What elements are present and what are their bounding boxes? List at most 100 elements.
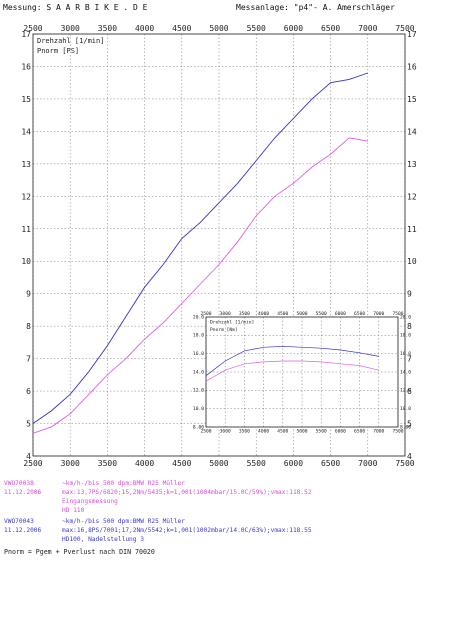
y-tick-label-right: 20.0 — [400, 314, 411, 320]
x-tick-label-bottom: 6000 — [284, 459, 303, 468]
x-tick-label-bottom: 5000 — [209, 459, 228, 468]
legend-entry: Drehzahl [1/min] — [210, 320, 254, 326]
x-tick-label-bottom: 5000 — [296, 429, 307, 435]
y-tick-label-left: 10 — [21, 257, 31, 266]
y-tick-label-right: 8.00 — [400, 424, 411, 430]
run1-code: VWO70038 — [4, 480, 34, 487]
x-tick-label-bottom: 4000 — [135, 459, 154, 468]
y-tick-label-right: 13 — [407, 160, 417, 169]
x-tick-label-bottom: 3000 — [61, 459, 80, 468]
y-tick-label-left: 20.0 — [193, 314, 204, 320]
y-tick-label-right: 14.0 — [400, 369, 411, 375]
header-left: Messung: S A A R B I K E . D E — [3, 3, 148, 12]
x-tick-label-bottom: 2500 — [200, 429, 211, 435]
x-tick-label-top: 4000 — [135, 24, 154, 33]
series-line — [32, 72, 368, 424]
legend-entry: Pnorm [Nm] — [210, 327, 238, 333]
footer-formula: Pnorm = Pgem + Pverlust nach DIN 70020 — [4, 548, 155, 556]
x-tick-label-top: 7000 — [373, 311, 384, 317]
y-tick-label-left: 10.0 — [193, 406, 204, 412]
x-tick-label-top: 2500 — [200, 311, 211, 317]
x-tick-label-bottom: 3500 — [239, 429, 250, 435]
x-tick-label-top: 5000 — [296, 311, 307, 317]
run1-desc: ~km/h-/bis 500 dpm:BMW R25 Müller — [62, 480, 185, 487]
x-tick-label-top: 4500 — [277, 311, 288, 317]
y-tick-label-left: 5 — [26, 420, 31, 429]
legend-entry: Drehzahl [1/min] — [37, 37, 104, 45]
y-tick-label-left: 16.0 — [193, 351, 204, 357]
x-tick-label-top: 6500 — [321, 24, 340, 33]
legend-entry: Pnorm [PS] — [37, 47, 79, 55]
y-tick-label-left: 13 — [21, 160, 31, 169]
y-tick-label-left: 12 — [21, 192, 31, 201]
dyno-chart: 2500 2500 3000 3000 3500 3500 4000 4000 4500 4500… — [21, 24, 417, 468]
x-tick-label-top: 7500 — [395, 24, 414, 33]
x-tick-label-top: 3000 — [220, 311, 231, 317]
y-tick-label-left: 15 — [21, 95, 31, 104]
y-tick-label-left: 14 — [21, 127, 31, 136]
y-tick-label-right: 12.0 — [400, 388, 411, 394]
y-tick-label-right: 7 — [407, 355, 412, 364]
y-tick-label-right: 12 — [407, 192, 417, 201]
y-tick-label-left: 18.0 — [193, 333, 204, 339]
run2-date: 11.12.2006 — [4, 527, 42, 534]
y-tick-label-right: 14 — [407, 127, 417, 136]
y-tick-label-left: 11 — [21, 225, 31, 234]
plot-frame — [32, 33, 406, 457]
y-tick-label-left: 7 — [26, 355, 31, 364]
x-tick-label-top: 3500 — [98, 24, 117, 33]
y-tick-label-right: 16 — [407, 62, 417, 71]
y-tick-label-right: 10.0 — [400, 406, 411, 412]
run2-max: max:16,8PS/7001;17,2Nm/5542;k=1,001(1002… — [62, 527, 312, 534]
x-tick-label-top: 7000 — [358, 24, 377, 33]
series-line — [205, 345, 379, 376]
x-tick-label-bottom: 3000 — [220, 429, 231, 435]
x-tick-label-bottom: 3500 — [98, 459, 117, 468]
x-tick-label-top: 5500 — [316, 311, 327, 317]
x-tick-label-bottom: 2500 — [23, 459, 42, 468]
run2-desc: ~km/h-/bis 500 dpm:BMW R25 Müller — [62, 518, 185, 525]
y-tick-label-right: 5 — [407, 420, 412, 429]
x-tick-label-bottom: 6000 — [335, 429, 346, 435]
y-tick-label-right: 16.0 — [400, 351, 411, 357]
x-tick-label-bottom: 4500 — [172, 459, 191, 468]
header-right: Messanlage: "p4"- A. Amerschläger — [236, 3, 395, 12]
x-tick-label-bottom: 5500 — [316, 429, 327, 435]
x-tick-label-top: 6000 — [284, 24, 303, 33]
x-tick-label-top: 4000 — [258, 311, 269, 317]
y-tick-label-left: 12.0 — [193, 388, 204, 394]
inset-chart: 2500 2500 3000 3000 3500 3500 4000 4000 4500 4500… — [193, 311, 411, 435]
run1-date: 11.12.2006 — [4, 489, 42, 496]
y-tick-label-right: 6 — [407, 387, 412, 396]
plot-frame — [205, 316, 399, 428]
y-tick-label-right: 9 — [407, 290, 412, 299]
x-tick-label-top: 4500 — [172, 24, 191, 33]
x-tick-label-bottom: 6500 — [354, 429, 365, 435]
y-tick-label-right: 8 — [407, 322, 412, 331]
run2-extra: HD100, Nadelstellung 3 — [62, 536, 144, 543]
x-tick-label-top: 6500 — [354, 311, 365, 317]
x-tick-label-top: 2500 — [23, 24, 42, 33]
series-line — [205, 360, 379, 382]
y-tick-label-left: 17 — [21, 30, 31, 39]
x-tick-label-bottom: 4500 — [277, 429, 288, 435]
y-tick-label-left: 16 — [21, 62, 31, 71]
x-tick-label-bottom: 7000 — [358, 459, 377, 468]
y-tick-label-left: 14.0 — [193, 369, 204, 375]
x-tick-label-top: 7500 — [392, 311, 403, 317]
x-tick-label-bottom: 7000 — [373, 429, 384, 435]
y-tick-label-left: 6 — [26, 387, 31, 396]
y-tick-label-left: 8.00 — [193, 424, 204, 430]
y-tick-label-right: 11 — [407, 225, 417, 234]
x-tick-label-top: 5000 — [209, 24, 228, 33]
header-bar: Messung: S A A R B I K E . D E Messanlag… — [0, 0, 452, 14]
y-tick-label-left: 8 — [26, 322, 31, 331]
x-tick-label-top: 3500 — [239, 311, 250, 317]
y-tick-label-right: 17 — [407, 30, 417, 39]
y-tick-label-right: 15 — [407, 95, 417, 104]
run1-max: max:13,7PS/6820;15,2Nm/5435;k=1,001(1004… — [62, 489, 312, 496]
x-tick-label-top: 3000 — [61, 24, 80, 33]
x-tick-label-bottom: 7500 — [395, 459, 414, 468]
x-tick-label-bottom: 6500 — [321, 459, 340, 468]
series-line — [32, 137, 368, 434]
